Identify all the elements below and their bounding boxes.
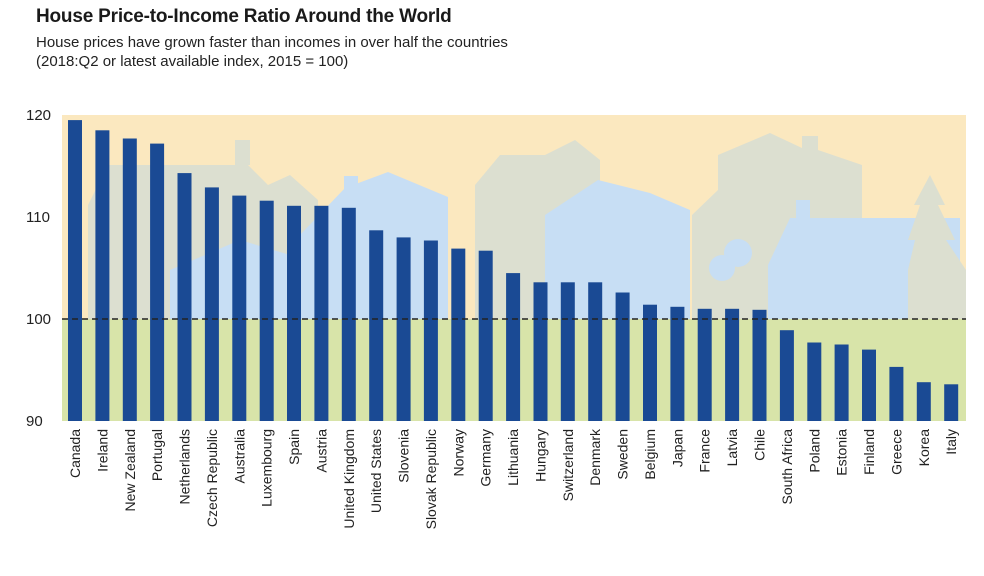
x-tick-label: Greece (888, 429, 904, 475)
bar-ireland (95, 130, 110, 422)
x-tick-label: Lithuania (505, 429, 521, 486)
x-tick-label: Spain (286, 429, 302, 465)
bar-netherlands (177, 173, 192, 421)
x-tick-label: Japan (669, 429, 685, 467)
x-tick-label: Denmark (587, 428, 603, 486)
x-tick-label: Italy (943, 429, 959, 455)
x-tick-label: South Africa (779, 429, 795, 505)
x-tick-label: New Zealand (122, 429, 138, 512)
x-tick-label: Canada (67, 429, 83, 478)
x-tick-label: Slovak Republic (423, 429, 439, 529)
bars-group (68, 120, 959, 422)
chimney-center (344, 176, 358, 195)
x-tick-label: United States (368, 429, 384, 513)
house-silhouette-mid-right (545, 180, 690, 319)
x-tick-label: Switzerland (560, 429, 576, 501)
x-tick-label: Finland (861, 429, 877, 475)
x-tick-label: Ireland (94, 429, 110, 472)
y-tick-label: 100 (26, 311, 51, 328)
bar-latvia (725, 308, 740, 421)
x-axis: Canada Ireland New Zealand Portugal Netherla… (67, 428, 959, 529)
x-tick-label: Poland (806, 429, 822, 473)
bar-hungary (533, 282, 548, 421)
x-tick-label: Hungary (533, 429, 549, 482)
bar-slovak-republic (423, 240, 438, 421)
bar-japan (670, 306, 685, 421)
chart-subtitle-block: House prices have grown faster than inco… (36, 33, 508, 71)
bar-poland (807, 342, 822, 421)
bar-canada (68, 120, 82, 421)
bar-lithuania (506, 273, 521, 421)
x-tick-label: Netherlands (177, 429, 193, 505)
x-tick-label: Norway (450, 429, 466, 476)
bar-korea (916, 382, 931, 421)
bar-italy (944, 384, 959, 421)
bar-new-zealand (122, 138, 137, 421)
bush-icon (709, 255, 735, 281)
x-tick-label: Estonia (834, 429, 850, 476)
x-tick-label: Luxembourg (259, 429, 275, 507)
bar-luxembourg (259, 200, 274, 421)
bar-united-kingdom (341, 207, 356, 421)
bar-germany (478, 250, 493, 421)
x-tick-label: Austria (313, 429, 329, 473)
x-tick-label: Czech Republic (204, 429, 220, 527)
bar-united-states (369, 230, 384, 421)
tree-silhouette (908, 175, 966, 319)
bar-belgium (643, 304, 657, 421)
x-tick-label: France (697, 429, 713, 473)
bar-slovenia (396, 237, 411, 421)
bar-south-africa (779, 330, 794, 421)
x-tick-label: Australia (231, 429, 247, 484)
chart-note: (2018:Q2 or latest available index, 2015… (36, 53, 349, 70)
bar-chile (752, 309, 767, 421)
bar-sweden (615, 292, 630, 421)
x-tick-label: Korea (916, 429, 932, 467)
bar-france (697, 308, 712, 421)
bar-portugal (150, 143, 165, 421)
x-tick-label: Slovenia (396, 429, 412, 483)
bar-estonia (834, 344, 849, 421)
chart-subtitle: House prices have grown faster than inco… (36, 34, 508, 51)
chart-title: House Price-to-Income Ratio Around the W… (36, 6, 452, 27)
bar-greece (889, 366, 904, 421)
x-tick-label: United Kingdom (341, 429, 357, 529)
bar-spain (287, 205, 301, 421)
chimney-left (235, 140, 250, 165)
x-tick-label: Belgium (642, 429, 658, 480)
x-tick-label: Chile (752, 429, 768, 461)
bar-australia (232, 195, 247, 421)
bar-finland (862, 349, 876, 421)
bar-austria (314, 205, 329, 421)
x-tick-label: Latvia (724, 429, 740, 467)
bar-norway (451, 248, 466, 421)
bar-switzerland (560, 282, 575, 421)
y-axis: 90 100 110 120 (26, 107, 51, 430)
bar-denmark (588, 282, 603, 421)
y-tick-label: 110 (26, 209, 50, 226)
x-tick-label: Germany (478, 429, 494, 487)
chimney-far-right (796, 200, 810, 218)
bar-czech-republic (204, 187, 219, 421)
x-tick-label: Sweden (615, 429, 631, 480)
y-tick-label: 90 (26, 413, 43, 430)
y-tick-label: 120 (26, 107, 51, 124)
x-tick-label: Portugal (149, 429, 165, 481)
